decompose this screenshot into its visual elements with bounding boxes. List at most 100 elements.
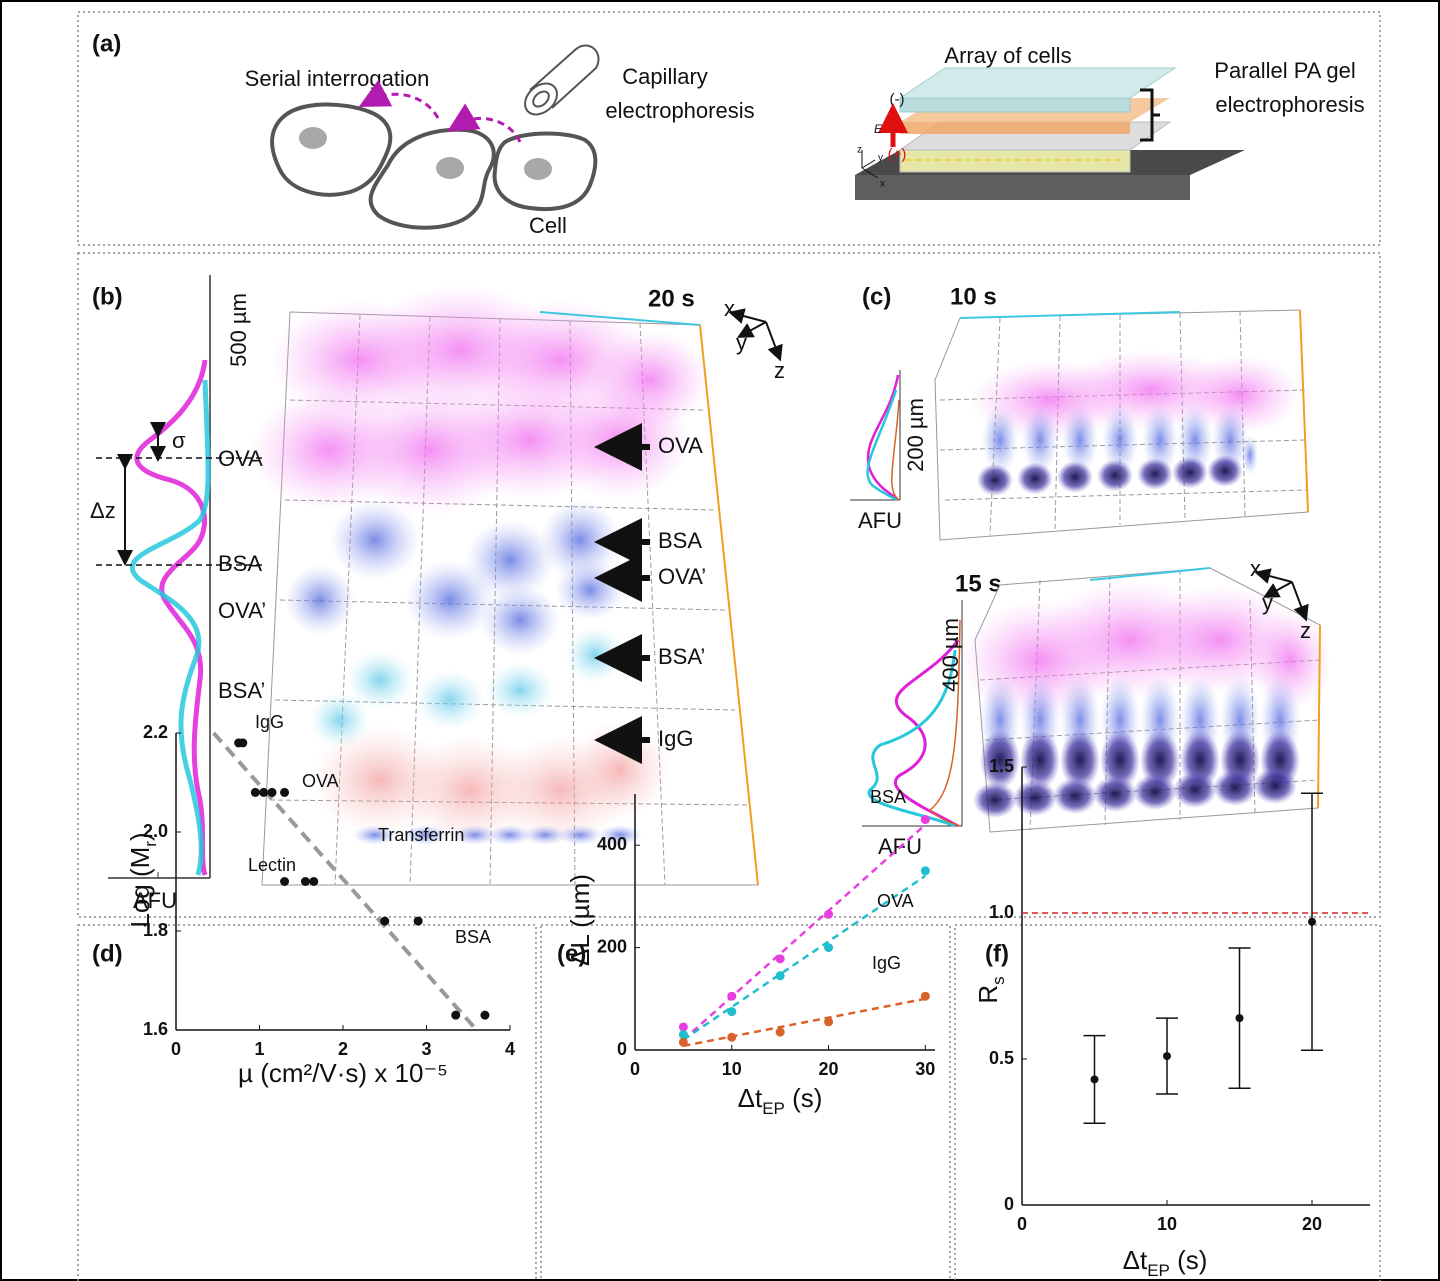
trace [866,389,898,501]
label: IgG [658,726,693,751]
label: BSA [658,528,702,553]
signal-blob [415,670,485,730]
cell-layer [898,67,1177,99]
scale-label: 500 µm [226,293,251,367]
point [413,916,423,926]
panel-box [77,924,537,1281]
gel-layer [900,122,1130,134]
label: BSA’ [658,644,705,669]
point [727,1032,737,1042]
signal-blob [1053,778,1097,814]
label-text: ) [125,832,155,841]
signal-blob [403,825,447,845]
volume-grid [944,489,1308,501]
x-tick-label: 20 [819,1059,839,1079]
axis-label: AFU [133,888,177,913]
label: (+) [888,146,907,163]
panel-box [954,924,1381,1281]
signal-blob [980,730,1020,790]
axis [728,308,767,324]
volume [250,285,749,886]
series-label: IgG [872,953,901,973]
label: (-) [890,91,905,108]
label-subscript: EP [1147,1261,1170,1280]
fit-line [682,823,927,1041]
signal-blob [1020,730,1060,790]
signal-blob [1173,772,1217,808]
fit-line [683,997,926,1048]
label: y [878,153,883,164]
bracket [1140,88,1160,142]
label: OVA [658,433,703,458]
y-tick-label: 1.0 [989,902,1014,922]
arrow [358,79,440,119]
signal-blob [570,720,670,820]
charts: (d) 0 1 2 3 4 1.6 1.8 2.0 2.2 µ (cm²/V·s) x 10⁻⁵ Lo… [92,712,1370,1280]
point [920,815,930,825]
label: OVA’ [218,598,266,623]
scale-label: 200 µm [903,398,928,472]
point [280,787,290,797]
signal-blob [345,650,415,710]
capillary-bore [532,90,550,108]
signal-blob [558,825,602,845]
y-tick-label: 2.2 [143,722,168,742]
panel-bc: (b) 20 s AFU 500 µm σ Δz OVA BSA OVA’ BS… [77,252,1381,918]
x-tick-label: 10 [722,1059,742,1079]
label-text: ΔL (µm) [565,874,595,966]
label: BSA’ [218,678,265,703]
volume [960,570,1330,831]
signal-blob [285,565,355,635]
label: Serial interrogation [245,66,430,91]
edge [1317,624,1321,809]
panel-box [77,11,1381,246]
x-tick-label: 20 [1302,1214,1322,1234]
point [1308,917,1316,926]
signal-blob [1137,458,1173,490]
label-text: (s) [785,1083,823,1113]
point [920,991,930,1001]
annotation: OVA [302,771,339,791]
substrate [855,175,1190,200]
capillary [529,44,600,109]
annotation: BSA [455,927,491,947]
point [480,1010,490,1020]
panel-box [77,252,1381,918]
signal-blob [977,464,1013,496]
trace [134,359,208,876]
signal-blob [465,520,555,600]
label: x [880,179,885,190]
label: Array of cells [944,43,1071,68]
y-tick-label: 400 [597,834,627,854]
signal-blob [353,825,397,845]
capillary-end [524,82,558,116]
point [678,1030,688,1040]
signal-blob [1022,405,1058,475]
signal-blob [555,560,625,620]
time-label: 10 s [950,283,997,310]
time-label: 15 s [955,570,1002,597]
label-text: Δt [1123,1245,1148,1275]
axis [736,321,767,338]
series-label: BSA [870,787,906,807]
panel-label: (d) [92,940,123,967]
label: Capillary [622,64,708,89]
annotation: IgG [255,712,284,732]
point [824,1017,834,1027]
signal-blob [1062,405,1098,475]
time-label: 20 s [648,285,695,312]
y-tick-label: 0 [1004,1194,1014,1214]
y-tick-label: 1.6 [143,1019,168,1039]
chart: (f) 0 10 20 0 0.5 1.0 1.5 ΔtEP (s) Rs [973,756,1370,1280]
signal-blob [1207,455,1243,487]
signal-blob [1013,780,1057,816]
edge [959,311,1181,319]
x-tick-label: 0 [630,1059,640,1079]
x-tick-label: 10 [1157,1214,1177,1234]
point [920,866,930,876]
label-subscript: s [989,976,1008,985]
signal-blob [982,405,1018,475]
y-axis-label: ΔL (µm) [565,874,595,966]
signal-blob [488,825,532,845]
